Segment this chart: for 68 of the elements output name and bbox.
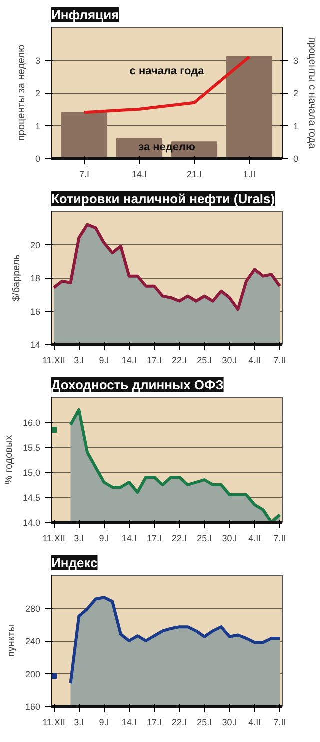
y-tick-label: 14	[30, 340, 41, 350]
x-tick-label: 22.I	[172, 718, 188, 728]
x-tick-label: 7.II	[274, 356, 286, 366]
x-tick-label: 14.I	[122, 534, 137, 544]
y-tick-label: 3	[35, 56, 41, 66]
x-tick-label: 14.I	[122, 718, 137, 728]
x-tick-label: 25.I	[197, 718, 212, 728]
x-tick-label: 22.I	[172, 534, 188, 544]
y-tick-label: 0	[35, 154, 41, 164]
y-tick-label: 14,0	[22, 518, 41, 528]
y-axis-title: проценты за неделю	[16, 44, 28, 141]
bar	[61, 112, 108, 158]
x-tick-label: 1.II	[243, 170, 256, 180]
x-tick-label: 7.II	[274, 718, 286, 728]
x-tick-label: 17.I	[146, 534, 162, 544]
x-tick-label: 25.I	[197, 534, 212, 544]
y-tick-label: 280	[25, 604, 41, 614]
x-tick-label: 4.II	[248, 718, 262, 728]
x-tick-label: 4.II	[248, 534, 262, 544]
bar	[226, 56, 273, 158]
x-tick-label: 3.I	[74, 534, 84, 544]
y-tick-label: 240	[25, 636, 41, 646]
y-tick-label: 200	[25, 669, 41, 680]
chart-title: Инфляция	[52, 8, 120, 22]
y-tick-label: 15,0	[22, 468, 41, 478]
y-tick-label: 160	[25, 702, 41, 712]
y-tick-label: 18	[30, 274, 41, 284]
x-tick-label: 7.I	[79, 170, 90, 180]
x-tick-label: 30.I	[222, 718, 238, 728]
chart-title: Котировки наличной нефти (Urals)	[52, 192, 276, 206]
y2-tick-label: 1	[294, 121, 299, 132]
y2-axis-title: проценты с начала года	[306, 37, 318, 150]
x-tick-label: 25.I	[197, 356, 212, 366]
chart-title: Индекс	[52, 556, 98, 570]
y-axis-title: % годовых	[4, 435, 15, 485]
y-tick-label: 16	[30, 306, 41, 317]
y-tick-label: 1	[35, 121, 41, 132]
x-tick-label: 14.I	[132, 170, 148, 180]
chart-title: Доходность длинных ОФЗ	[52, 378, 224, 392]
x-tick-label: 21.I	[186, 170, 202, 180]
x-tick-label: 11.XII	[42, 534, 66, 544]
series-label: с начала года	[130, 65, 206, 78]
x-tick-label: 9.I	[99, 718, 110, 728]
y2-tick-label: 0	[294, 154, 299, 164]
x-tick-label: 30.I	[222, 356, 238, 366]
y-tick-label: 20	[30, 240, 41, 250]
x-tick-label: 7.II	[274, 534, 286, 544]
x-tick-label: 17.I	[146, 718, 162, 728]
x-tick-label: 11.XII	[42, 718, 66, 728]
x-tick-label: 17.I	[146, 356, 162, 366]
x-tick-label: 3.I	[74, 356, 84, 366]
x-tick-label: 30.I	[222, 534, 238, 544]
x-tick-label: 22.I	[172, 356, 188, 366]
y-tick-label: 15,5	[22, 443, 41, 453]
y-axis-title: $/баррель	[11, 254, 22, 302]
x-tick-label: 9.I	[99, 534, 110, 544]
y2-tick-label: 3	[294, 56, 299, 66]
x-tick-label: 3.I	[74, 718, 84, 728]
y-tick-label: 14,5	[22, 493, 41, 503]
x-tick-label: 11.XII	[42, 356, 66, 366]
line-series	[83, 55, 251, 114]
x-tick-label: 9.I	[99, 356, 110, 366]
y2-tick-label: 2	[294, 88, 299, 98]
x-tick-label: 14.I	[122, 356, 137, 366]
y-tick-label: 16,0	[22, 418, 41, 428]
y-axis-title: пункты	[6, 624, 18, 658]
x-tick-label: 4.II	[248, 356, 262, 366]
y-tick-label: 2	[35, 88, 41, 98]
